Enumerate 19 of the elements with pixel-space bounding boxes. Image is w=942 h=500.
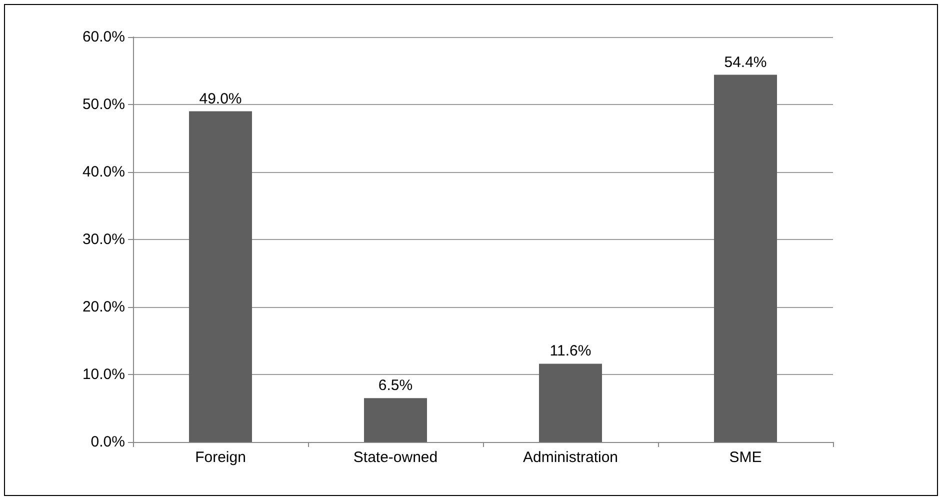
x-tick-label: State-owned xyxy=(353,449,438,466)
y-tick-label: 40.0% xyxy=(82,164,125,180)
x-tick-label: Foreign xyxy=(195,449,246,466)
x-tick-label: Administration xyxy=(522,449,618,466)
y-tick-label: 60.0% xyxy=(82,28,125,46)
bar xyxy=(714,74,777,442)
data-label: 54.4% xyxy=(724,54,767,71)
y-tick-label: 0.0% xyxy=(90,434,125,450)
y-tick-label: 20.0% xyxy=(82,298,125,316)
x-tick-label: SME xyxy=(729,449,762,466)
bar xyxy=(539,364,602,442)
y-tick-label: 10.0% xyxy=(82,366,125,383)
y-tick-label: 50.0% xyxy=(82,96,125,113)
data-label: 49.0% xyxy=(199,90,242,108)
y-tick-label: 30.0% xyxy=(82,231,125,248)
bar xyxy=(364,398,427,442)
data-label: 11.6% xyxy=(550,342,592,360)
data-label: 6.5% xyxy=(378,377,413,394)
bar xyxy=(189,111,252,442)
